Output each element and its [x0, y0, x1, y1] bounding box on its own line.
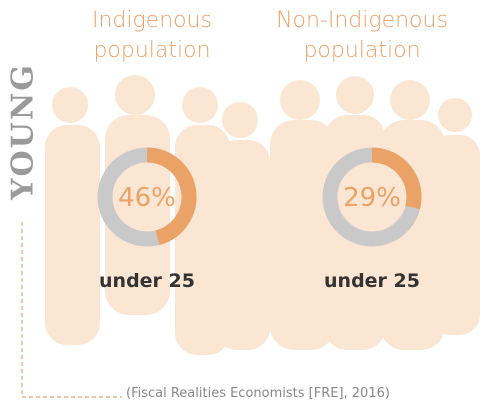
- infographic: 46% 29% YOUNG (Fiscal Realities Economist…: [0, 0, 498, 406]
- value-label: 29%: [343, 183, 401, 213]
- source: (Fiscal Realities Economists [FRE], 2016…: [126, 386, 390, 401]
- side-label: YOUNG: [6, 57, 41, 207]
- subtitle: under 25: [67, 270, 227, 292]
- subtitle: under 25: [292, 270, 452, 292]
- value-label: 46%: [118, 183, 176, 213]
- chart-title: Indigenous population: [52, 6, 252, 66]
- chart-title: Non-Indigenous population: [262, 6, 462, 66]
